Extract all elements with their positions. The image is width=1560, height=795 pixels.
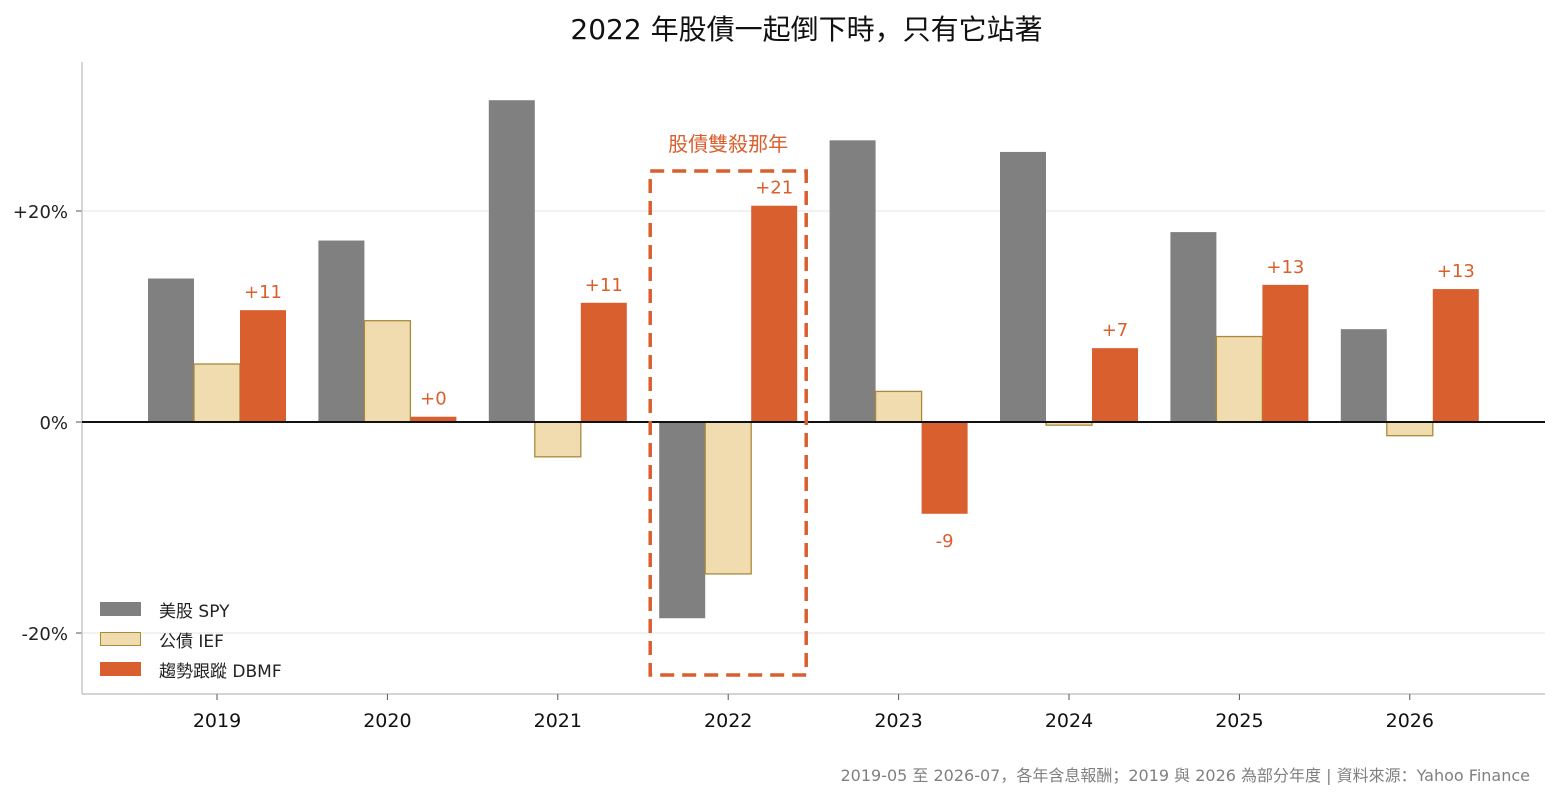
- chart-title: 2022 年股債一起倒下時，只有它站著: [570, 13, 1043, 46]
- bar-ief-2023: [874, 390, 923, 423]
- legend: 美股 SPY 公債 IEF 趨勢跟蹤 DBMF: [100, 594, 282, 684]
- bar-spy-2023: [829, 140, 876, 422]
- axes: -20% 0% +20% 2019 2020 2021 2022 2023 2024 2025 20…: [13, 62, 1545, 732]
- bar-dbmf-2019: [240, 310, 286, 422]
- value-labels: +11 +0 +11 +21 -9 +7 +13 +13: [82, 178, 1545, 552]
- legend-swatch-dbmf: [100, 662, 141, 676]
- highlight-annotation: [648, 169, 808, 677]
- legend-label-ief: 公債 IEF: [159, 631, 224, 652]
- bars: [148, 100, 1479, 619]
- grid-lines: [82, 210, 1545, 634]
- legend-swatch-ief: [100, 632, 141, 646]
- bar-spy-2026: [1340, 329, 1387, 422]
- y-tick-label: -20%: [21, 624, 68, 645]
- highlight-box-2022: [648, 169, 808, 677]
- highlight-label: 股債雙殺那年: [668, 132, 789, 156]
- bar-ief-2026: [1386, 421, 1434, 437]
- bar-dbmf-2021: [580, 302, 627, 422]
- bar-dbmf-2023: [921, 422, 968, 514]
- bar-spy-2022: [659, 422, 706, 619]
- y-tick-label: 0%: [39, 413, 68, 434]
- bar-dbmf-2022: [751, 205, 798, 422]
- value-label-dbmf-2020: +0: [420, 389, 447, 410]
- legend-label-dbmf: 趨勢跟蹤 DBMF: [159, 661, 282, 682]
- bar-spy-2021: [488, 100, 535, 422]
- x-tick-label: 2020: [363, 710, 411, 732]
- bar-spy-2025: [1170, 232, 1217, 422]
- value-label-dbmf-2021: +11: [585, 275, 623, 296]
- bar-spy-2024: [1000, 151, 1046, 423]
- x-tick-label: 2024: [1045, 710, 1093, 732]
- bar-dbmf-2024: [1092, 348, 1138, 422]
- bar-ief-2022: [704, 421, 752, 575]
- footnote: 2019-05 至 2026-07，各年含息報酬；2019 與 2026 為部分…: [840, 766, 1530, 785]
- bar-ief-2019: [193, 363, 241, 423]
- bar-ief-2025: [1215, 335, 1264, 423]
- bar-dbmf-2025: [1262, 284, 1309, 422]
- x-tick-label: 2022: [704, 710, 752, 732]
- value-label-dbmf-2022: +21: [755, 178, 793, 199]
- x-tick-label: 2019: [193, 710, 241, 732]
- value-label-dbmf-2026: +13: [1437, 261, 1475, 282]
- legend-item-ief: 公債 IEF: [100, 624, 282, 654]
- x-tick-label: 2026: [1386, 710, 1434, 732]
- value-label-dbmf-2023: -9: [936, 531, 954, 552]
- value-label-dbmf-2024: +7: [1102, 320, 1129, 341]
- bar-ief-2020: [363, 320, 412, 423]
- bar-spy-2019: [148, 278, 194, 422]
- bar-dbmf-2026: [1432, 289, 1479, 422]
- x-tick-label: 2023: [874, 710, 922, 732]
- x-tick-label: 2025: [1215, 710, 1263, 732]
- value-label-dbmf-2019: +11: [244, 282, 282, 303]
- legend-item-spy: 美股 SPY: [100, 594, 282, 624]
- x-tick-label: 2021: [534, 710, 582, 732]
- legend-label-spy: 美股 SPY: [159, 601, 230, 622]
- legend-swatch-spy: [100, 602, 141, 616]
- legend-item-dbmf: 趨勢跟蹤 DBMF: [100, 654, 282, 684]
- y-tick-label: +20%: [13, 202, 68, 223]
- bar-dbmf-2020: [410, 416, 457, 422]
- bar-ief-2021: [534, 421, 582, 458]
- value-label-dbmf-2025: +13: [1266, 257, 1304, 278]
- bar-spy-2020: [318, 240, 365, 422]
